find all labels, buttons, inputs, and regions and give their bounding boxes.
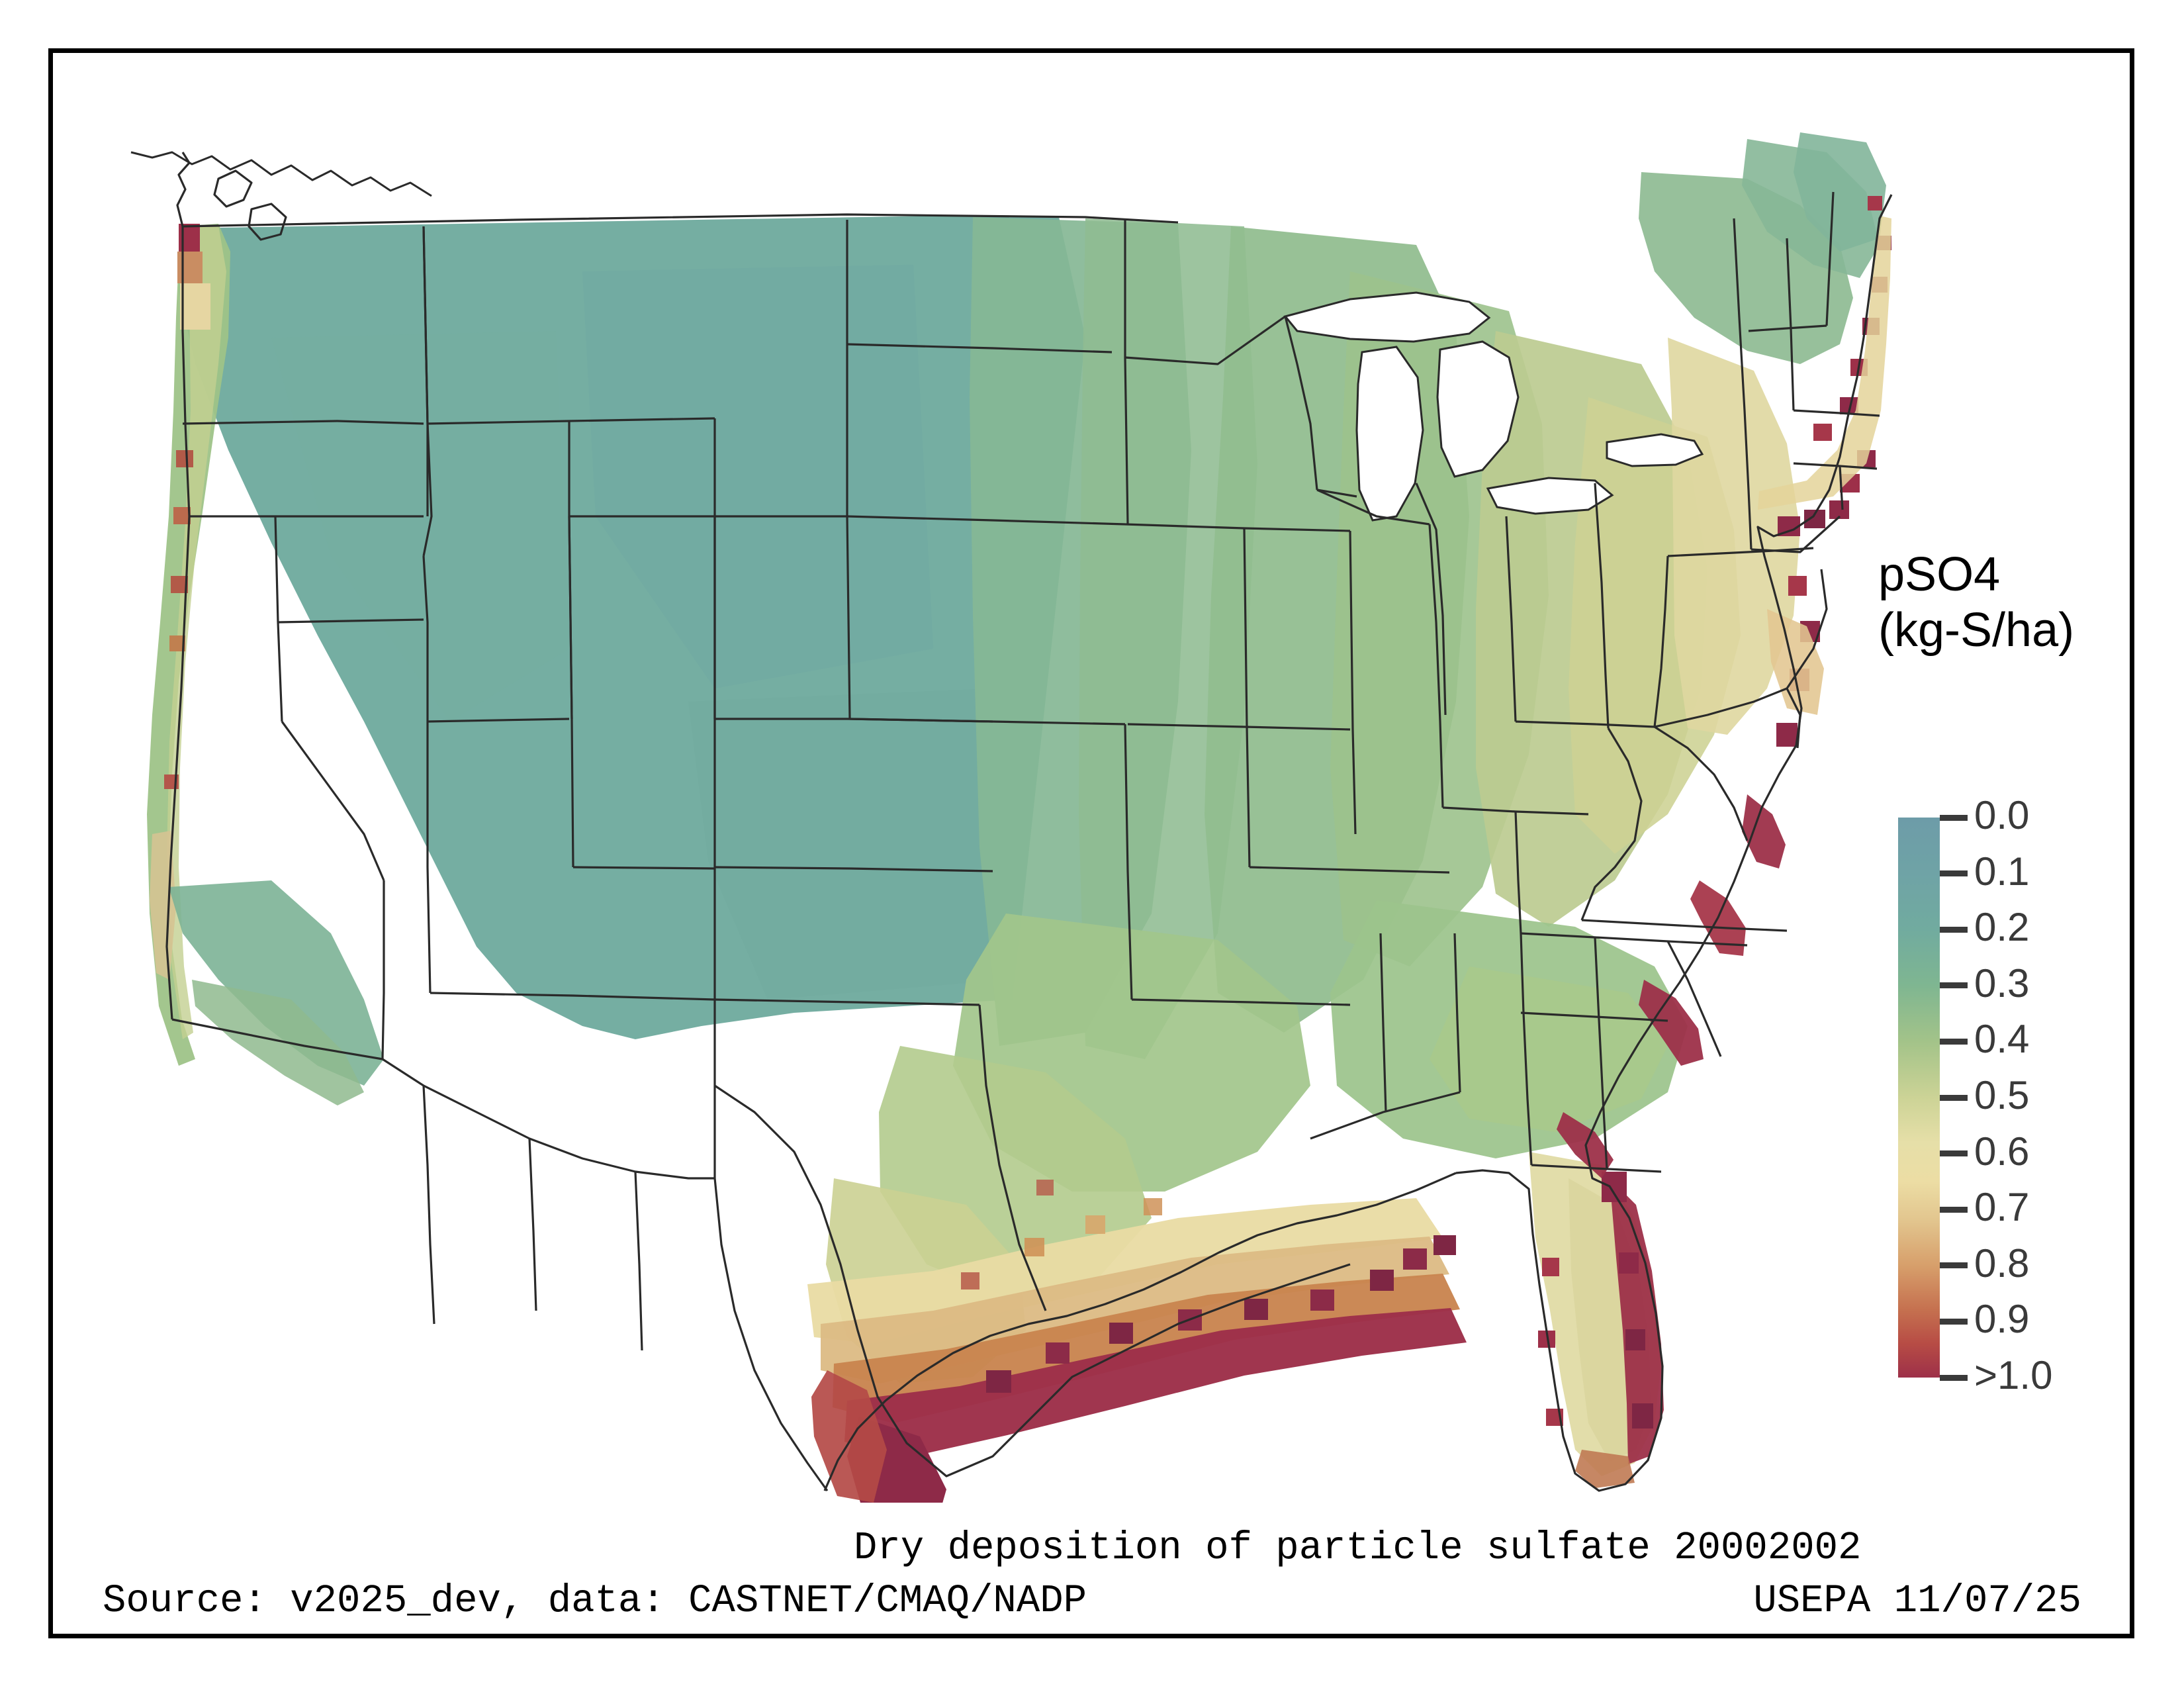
colorbar-tick-mark: [1940, 870, 1968, 877]
colorbar-tick-label: 0.4: [1974, 1017, 2030, 1062]
colorbar-gradient: [1898, 818, 1940, 1378]
choropleth-map: [53, 53, 1893, 1503]
colorbar-tick-label: 0.9: [1974, 1297, 2030, 1342]
colorbar-tick-mark: [1940, 1094, 1968, 1101]
colorbar-tick-mark: [1940, 1038, 1968, 1045]
state-boundaries: [130, 151, 1893, 1492]
colorbar-tick-mark: [1940, 1318, 1968, 1325]
map-panel: [53, 53, 1893, 1503]
colorbar-tick-label: >1.0: [1974, 1353, 2053, 1397]
colorbar-ticks: 0.0 0.1 0.2 0.3 0.4 0.5 0.6 0.7 0.8 0.9 >1.0: [1850, 765, 2134, 1433]
colorbar-tick-mark: [1940, 1374, 1968, 1381]
florida-region: [1529, 1152, 1664, 1488]
source-line: Source: v2025_dev, data: CASTNET/CMAQ/NA…: [103, 1579, 1087, 1623]
colorbar-tick-label: 0.5: [1974, 1073, 2030, 1117]
colorbar-tick-label: 0.0: [1974, 793, 2030, 837]
colorbar-tick-label: 0.1: [1974, 849, 2030, 894]
gulf-coast-hotspot: [807, 1180, 1467, 1503]
colorbar-tick-label: 0.3: [1974, 961, 2030, 1006]
colorbar-tick-mark: [1940, 1150, 1968, 1157]
colorbar-title-line2: (kg-S/ha): [1878, 604, 2075, 657]
great-lakes: [1283, 291, 1704, 522]
deposition-raster: [147, 132, 1891, 1503]
colorbar-tick-label: 0.8: [1974, 1241, 2030, 1286]
colorbar-tick-mark: [1940, 814, 1968, 821]
colorbar-tick-mark: [1940, 1206, 1968, 1213]
colorbar-tick-label: 0.6: [1974, 1129, 2030, 1174]
colorbar-tick-mark: [1940, 982, 1968, 989]
colorbar-tick-label: 0.7: [1974, 1185, 2030, 1230]
colorbar-tick-label: 0.2: [1974, 905, 2030, 950]
colorbar-tick-mark: [1940, 926, 1968, 933]
colorbar-tick-mark: [1940, 1262, 1968, 1269]
colorbar-title: pSO4 (kg-S/ha): [1878, 547, 2156, 658]
colorbar-title-line1: pSO4: [1878, 548, 2001, 601]
credit-line: USEPA 11/07/25: [1753, 1579, 2081, 1623]
figure-caption: Dry deposition of particle sulfate 20002…: [854, 1526, 1862, 1570]
colorbar: 0.0 0.1 0.2 0.3 0.4 0.5 0.6 0.7 0.8 0.9 >1.0: [1850, 765, 2134, 1433]
